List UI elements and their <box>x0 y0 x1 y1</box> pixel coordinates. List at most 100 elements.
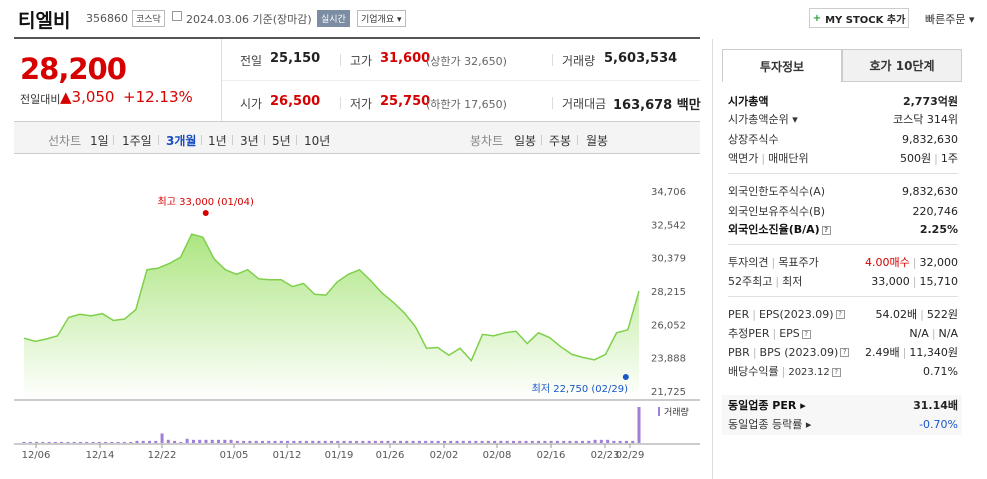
x-tick-label: 12/22 <box>148 450 177 461</box>
sector-rate-label-wrap[interactable]: 동일업종 등락률 ▸ <box>728 416 811 432</box>
volume-bar <box>486 440 490 443</box>
cap-rank-label-wrap[interactable]: 시가총액순위 ▾ <box>728 111 798 127</box>
dividend-label: 배당수익률 <box>728 365 779 378</box>
volume-bar <box>41 441 45 443</box>
volume-bar <box>260 440 264 443</box>
divider <box>113 135 114 145</box>
volume-value: 5,603,534 <box>604 51 678 66</box>
volume-bar <box>22 441 26 443</box>
sector-per-label-wrap[interactable]: 동일업종 PER ▸ <box>728 397 806 413</box>
period-1w[interactable]: 1주일 <box>122 134 152 148</box>
quote-date: 2024.03.06 기준(장마감) <box>186 13 312 26</box>
volume-bar <box>549 440 553 443</box>
x-tick-label: 01/12 <box>273 450 302 461</box>
period-1d[interactable]: 1일 <box>90 134 109 148</box>
stock-name: 티엘비 <box>18 10 71 32</box>
change-rate: +12.13% <box>123 88 193 106</box>
volume-bar <box>173 440 177 443</box>
period-5y[interactable]: 5년 <box>272 134 291 148</box>
low-label: 저가 <box>350 97 373 111</box>
volume-bar <box>392 440 396 443</box>
volume-bar <box>606 439 610 443</box>
x-tick-label: 12/14 <box>86 450 115 461</box>
unit-label: 매매단위 <box>768 152 809 165</box>
volume-bar <box>235 440 239 443</box>
candle-weekly[interactable]: 주봉 <box>549 134 572 148</box>
volume-bar <box>191 439 195 443</box>
volume-bar <box>72 441 76 443</box>
candle-daily[interactable]: 일봉 <box>514 134 537 148</box>
par-label: 액면가 <box>728 152 759 165</box>
volume-bar <box>581 440 585 443</box>
volume-bar <box>229 439 233 443</box>
par-row: 액면가 | 매매단위 500원 | 1주 <box>728 152 958 165</box>
w52-row: 52주최고 | 최저 33,000 | 15,710 <box>728 274 959 289</box>
help-icon[interactable]: ? <box>831 367 841 377</box>
quote-row-divider <box>222 80 700 81</box>
per-value: 54.02배 <box>875 308 918 321</box>
help-icon[interactable]: ? <box>821 225 831 235</box>
candle-monthly[interactable]: 월봉 <box>586 134 609 148</box>
tab-orderbook[interactable]: 호가 10단계 <box>842 49 962 82</box>
quick-order-button[interactable]: 빠른주문 ▾ <box>925 11 975 27</box>
pbr-label: PBR <box>728 345 750 359</box>
quote-bottom-divider <box>14 121 700 122</box>
chevron-right-icon: ▸ <box>800 399 806 412</box>
help-icon[interactable]: ? <box>801 329 811 339</box>
bps-label: BPS (2023.09) <box>759 345 839 359</box>
sector-per-row: 동일업종 PER ▸ 31.14배 <box>728 397 958 413</box>
prev-close-label: 전일 <box>240 54 263 68</box>
volume-bar <box>279 440 283 443</box>
volume-bar <box>411 440 415 443</box>
volume-bar <box>593 439 597 443</box>
divider <box>728 173 958 174</box>
volume-bar <box>242 440 246 443</box>
volume-bar <box>380 440 384 443</box>
change-label: 전일대비 <box>20 93 61 106</box>
foreign-hold-row: 외국인보유주식수(B) 220,746 <box>728 203 958 219</box>
my-stock-add-button[interactable]: + MY STOCK 추가 <box>809 8 909 28</box>
x-tick-label: 02/02 <box>430 450 459 461</box>
price-area <box>24 234 639 400</box>
dividend-row: 배당수익률 | 2023.12? 0.71% <box>728 364 958 379</box>
w52-low-value: 15,710 <box>919 274 959 288</box>
period-1y[interactable]: 1년 <box>208 134 227 148</box>
period-10y[interactable]: 10년 <box>304 134 331 148</box>
volume-bar <box>330 440 333 443</box>
unit-value: 1주 <box>940 152 958 165</box>
y-tick-label: 23,888 <box>651 354 686 365</box>
y-tick-label: 32,542 <box>651 220 686 231</box>
low-marker <box>622 374 629 380</box>
divider <box>158 135 159 145</box>
est-per-row: 추정PER | EPS? N/A | N/A <box>728 326 958 341</box>
price-chart[interactable]: 34,706 32,542 30,379 28,215 26,052 23,888 21,7… <box>14 155 700 479</box>
volume-bar <box>461 440 465 443</box>
volume-bar <box>217 439 221 443</box>
period-3y[interactable]: 3년 <box>240 134 259 148</box>
sector-rate-row: 동일업종 등락률 ▸ -0.70% <box>728 416 958 432</box>
volume-bar <box>185 438 189 443</box>
foreign-limit-row: 외국인한도주식수(A) 9,832,630 <box>728 183 958 199</box>
amount-label: 거래대금 <box>562 97 607 111</box>
realtime-button[interactable]: 실시간 <box>317 10 350 27</box>
divider <box>728 296 958 297</box>
volume-bar <box>555 440 559 443</box>
help-icon[interactable]: ? <box>835 310 845 319</box>
volume-bar <box>179 441 183 443</box>
volume-bar <box>405 440 409 443</box>
header-divider <box>14 37 700 39</box>
tab-investment-info[interactable]: 투자정보 <box>722 49 842 82</box>
volume-bar <box>267 440 271 443</box>
volume-bar <box>587 440 591 443</box>
opinion-label: 투자의견 <box>728 256 769 269</box>
volume-bar <box>122 441 126 443</box>
volume-bar <box>160 433 164 443</box>
shares-label: 상장주식수 <box>728 133 779 146</box>
volume-bar <box>78 441 82 443</box>
calendar-icon <box>172 11 182 21</box>
market-badge: 코스닥 <box>132 10 165 27</box>
period-3m[interactable]: 3개월 <box>166 134 197 148</box>
volume-legend: 거래량 <box>664 406 689 418</box>
help-icon[interactable]: ? <box>840 348 850 357</box>
company-info-dropdown[interactable]: 기업개요 ▾ <box>357 10 406 27</box>
